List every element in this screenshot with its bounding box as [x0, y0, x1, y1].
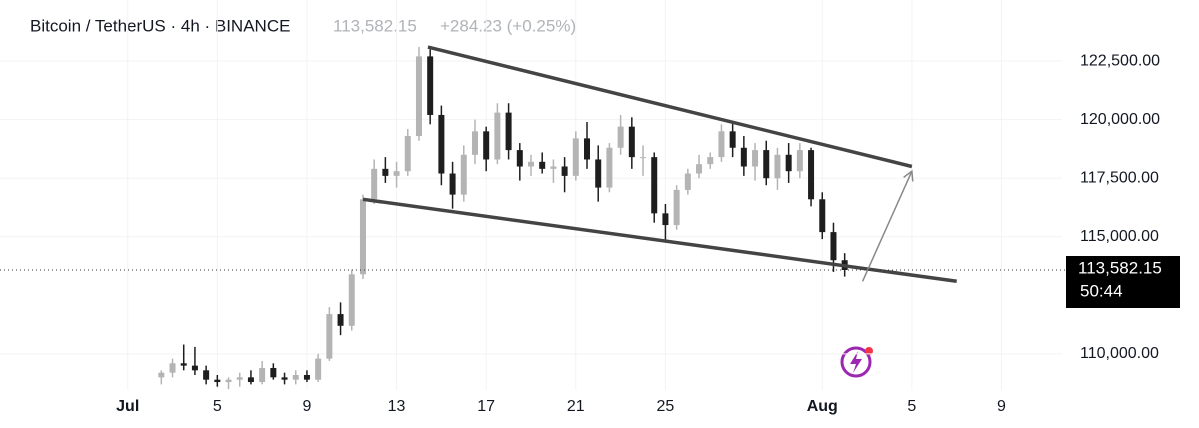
- candle-body: [729, 131, 736, 148]
- candle-body: [203, 370, 210, 380]
- candle-body: [415, 56, 422, 137]
- candle-body: [270, 367, 277, 378]
- candle-body: [617, 126, 624, 148]
- candle-body: [808, 150, 815, 200]
- countdown: 50:44: [1080, 281, 1123, 300]
- candle-body: [337, 314, 344, 326]
- price-label-box: [1066, 256, 1180, 309]
- candle-body: [471, 131, 478, 155]
- candle-body: [191, 365, 198, 371]
- candle-body: [662, 213, 669, 226]
- candle-body: [236, 377, 243, 380]
- candle-body: [281, 377, 288, 380]
- candle-body: [718, 131, 725, 158]
- candle-body: [259, 367, 266, 383]
- candle-body: [449, 173, 456, 195]
- candle-body: [572, 138, 579, 176]
- x-tick-label: 9: [997, 398, 1006, 415]
- x-tick-label: 17: [477, 398, 495, 415]
- candle-body: [740, 147, 747, 167]
- candle-body: [785, 154, 792, 172]
- candle-body: [326, 314, 333, 359]
- candle-body: [158, 372, 165, 378]
- candle-body: [539, 161, 546, 169]
- candle-body: [427, 56, 434, 115]
- candle-body: [595, 159, 602, 188]
- candle-body: [673, 189, 680, 226]
- candle-body: [796, 150, 803, 172]
- candle-body: [348, 274, 355, 326]
- candle-body: [561, 166, 568, 176]
- y-tick-label: 110,000.00: [1080, 345, 1159, 362]
- candle-body: [696, 164, 703, 174]
- y-tick-label: 117,500.00: [1080, 169, 1159, 186]
- x-tick-label: 25: [657, 398, 675, 415]
- candle-body: [584, 138, 591, 160]
- candle-body: [640, 157, 647, 159]
- candle-body: [628, 126, 635, 158]
- candle-body: [315, 358, 322, 380]
- candle-body: [516, 150, 523, 167]
- candle-body: [214, 379, 221, 383]
- candle-body: [393, 171, 400, 176]
- candle-body: [169, 363, 176, 373]
- candle-body: [774, 154, 781, 179]
- candle-body: [404, 136, 411, 172]
- candle-body: [494, 112, 501, 160]
- candle-body: [528, 161, 534, 167]
- candle-body: [382, 168, 389, 176]
- candle-body: [225, 379, 232, 383]
- y-tick-label: 120,000.00: [1080, 111, 1160, 128]
- logo: [840, 346, 873, 378]
- trend-line: [427, 45, 913, 169]
- candle-body: [303, 375, 310, 380]
- x-tick-label: 9: [302, 398, 311, 415]
- candle-body: [819, 199, 826, 233]
- candle-body: [247, 377, 254, 383]
- candle-body: [707, 157, 714, 165]
- y-tick-label: 115,000.00: [1080, 228, 1159, 245]
- trend-line: [362, 197, 957, 284]
- x-tick-label: 5: [907, 398, 916, 415]
- candle-body: [483, 131, 490, 160]
- projection-arrow: [861, 169, 914, 282]
- candle-body: [550, 166, 557, 169]
- candle-body: [438, 114, 445, 174]
- chart-title: Bitcoin / TetherUS · 4h · BINANCE: [30, 16, 290, 35]
- candle-body: [505, 112, 512, 151]
- last-price: 113,582.15: [333, 16, 417, 35]
- x-tick-label: 13: [388, 398, 406, 415]
- candle-body: [460, 154, 467, 195]
- price-change: +284.23 (+0.25%): [440, 16, 576, 35]
- x-tick-label: 5: [213, 398, 222, 415]
- candle-body: [371, 168, 378, 200]
- price-label: 113,582.15: [1078, 258, 1162, 277]
- candle-body: [606, 147, 613, 188]
- x-tick-label: Aug: [807, 398, 838, 415]
- candle-body: [651, 157, 658, 214]
- x-tick-label: Jul: [116, 398, 139, 415]
- candle-body: [359, 199, 366, 275]
- x-tick-label: 21: [567, 398, 585, 415]
- y-tick-label: 122,500.00: [1080, 52, 1160, 69]
- candle-body: [763, 150, 770, 179]
- candle-body: [180, 363, 187, 366]
- candle-body: [684, 173, 691, 190]
- candle-body: [292, 375, 299, 380]
- candle-body: [752, 150, 759, 167]
- candle-body: [830, 232, 837, 261]
